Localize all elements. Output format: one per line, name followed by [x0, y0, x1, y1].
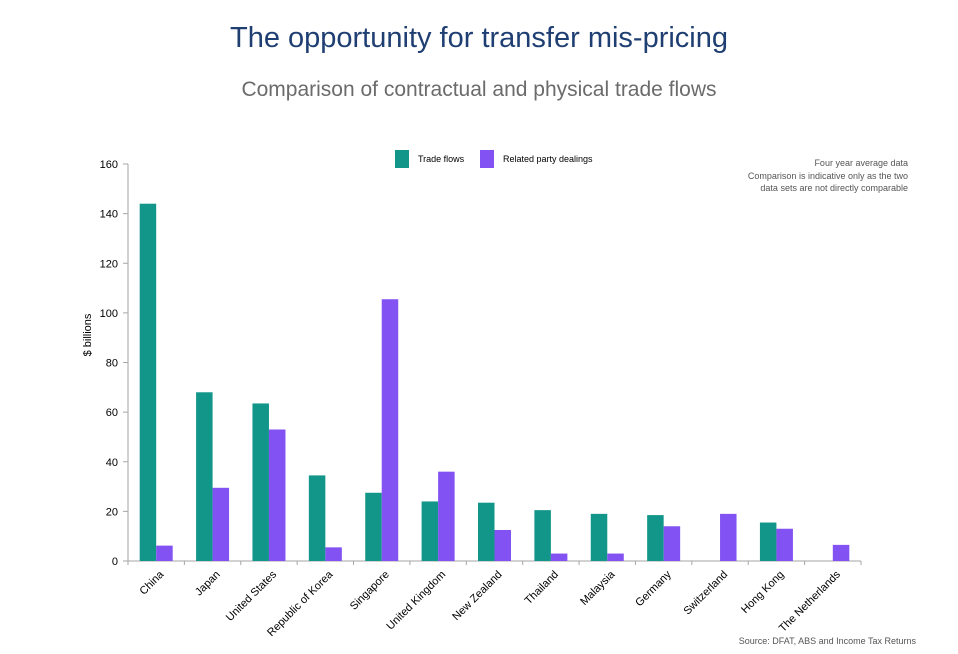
bar-related-party [663, 526, 681, 561]
y-tick-label: 160 [100, 159, 118, 171]
note-line: data sets are not directly comparable [760, 183, 908, 193]
bar-trade-flows [590, 513, 608, 561]
bar-related-party [607, 553, 624, 561]
source-note: Source: DFAT, ABS and Income Tax Returns [738, 636, 916, 646]
y-tick-label: 60 [106, 407, 118, 419]
bar-trade-flows [139, 203, 157, 561]
bar-trade-flows [308, 475, 326, 561]
bar-related-party [268, 429, 286, 561]
bar-related-party [550, 553, 568, 561]
chart-subtitle: Comparison of contractual and physical t… [241, 78, 717, 101]
y-tick-label: 100 [100, 308, 118, 320]
y-axis-title: $ billions [82, 313, 94, 356]
chart-note: Four year average data Comparison is ind… [668, 157, 908, 195]
x-category-label: Germany [633, 568, 674, 609]
legend-swatch-trade-flows [395, 150, 409, 168]
note-line: Four year average data [814, 158, 908, 168]
y-tick-label: 80 [106, 358, 118, 370]
bar-related-party [381, 299, 399, 561]
bar-trade-flows [421, 501, 439, 561]
y-tick-label: 0 [112, 556, 118, 568]
legend-swatch-related-party [480, 150, 494, 168]
x-category-label: Malaysia [578, 568, 618, 608]
y-tick-label: 40 [106, 457, 118, 469]
bar-related-party [438, 471, 455, 561]
x-category-label: Hong Kong [739, 569, 786, 616]
bar-related-party [720, 513, 737, 561]
x-category-label: Singapore [348, 569, 392, 613]
x-category-label: Thailand [523, 569, 561, 607]
bar-related-party [832, 544, 850, 561]
bar-related-party [776, 528, 793, 561]
legend-label-related-party: Related party dealings [503, 154, 593, 164]
bar-trade-flows [196, 392, 213, 561]
x-category-label: Japan [193, 569, 223, 599]
y-tick-label: 120 [100, 258, 118, 270]
x-category-label: China [137, 568, 166, 597]
y-tick-label: 140 [100, 209, 118, 221]
bar-trade-flows [759, 522, 777, 561]
bar-related-party [156, 545, 173, 561]
bar-trade-flows [478, 502, 495, 561]
bar-related-party [494, 529, 511, 561]
bar-trade-flows [252, 403, 269, 561]
legend-label-trade-flows: Trade flows [418, 154, 465, 164]
note-line: Comparison is indicative only as the two [747, 170, 908, 181]
bar-trade-flows [365, 492, 382, 561]
bar-trade-flows [534, 510, 551, 561]
x-category-label: The Netherlands [777, 568, 843, 634]
x-category-label: Switzerland [681, 569, 730, 618]
x-category-label: New Zealand [450, 569, 504, 623]
x-category-label: United Kingdom [384, 569, 448, 633]
x-category-label: United States [224, 568, 280, 624]
chart-title: The opportunity for transfer mis-pricing [229, 22, 729, 54]
y-tick-label: 20 [106, 506, 118, 518]
bar-related-party [212, 487, 230, 561]
bar-related-party [325, 547, 342, 561]
bar-trade-flows [647, 515, 664, 561]
